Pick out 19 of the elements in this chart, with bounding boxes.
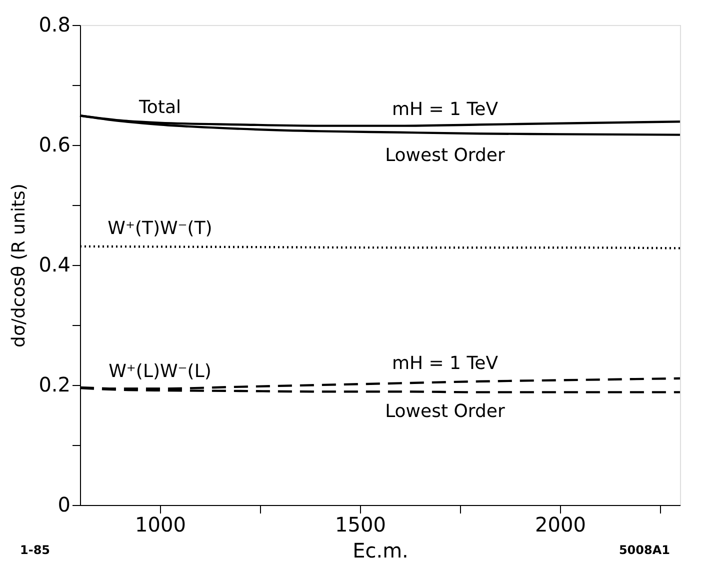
y-tick-label: 0.8 (38, 12, 70, 36)
annotation: Lowest Order (385, 401, 506, 422)
annotation: Lowest Order (385, 145, 506, 166)
x-tick-label: 2000 (535, 512, 586, 536)
y-tick-label: 0 (58, 492, 70, 516)
x-tick-label: 1500 (335, 512, 386, 536)
text: 1-85 (20, 543, 50, 557)
y-axis-title: dσ/dcosθ (R units) (8, 184, 30, 348)
y-tick-label: 0.6 (38, 132, 70, 156)
annotation: W⁺(T)W⁻(T) (108, 218, 212, 239)
x-axis-title: Ec.m. (352, 538, 408, 562)
annotation: mH = 1 TeV (392, 353, 499, 374)
annotation: mH = 1 TeV (392, 99, 499, 120)
x-tick-label: 1000 (135, 512, 186, 536)
text: 5008A1 (618, 543, 670, 557)
annotation: Total (138, 97, 182, 118)
y-tick-label: 0.4 (38, 252, 70, 276)
annotation: W⁺(L)W⁻(L) (108, 361, 212, 382)
y-tick-label: 0.2 (38, 372, 70, 396)
